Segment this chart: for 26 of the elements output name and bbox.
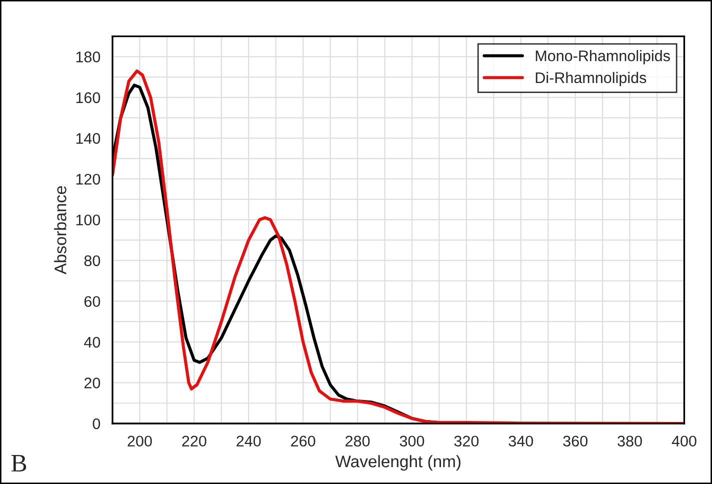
y-tick-label: 100	[76, 214, 100, 226]
y-tick-label: 160	[76, 92, 100, 104]
x-tick-label: 260	[291, 436, 316, 447]
y-tick-label: 40	[84, 336, 100, 348]
y-tick-label: 0	[92, 418, 100, 430]
x-tick-label: 320	[454, 436, 479, 447]
y-tick-label: 180	[76, 52, 100, 62]
y-tick-label: 80	[84, 255, 100, 266]
y-axis-title: Absorbance	[54, 186, 66, 274]
x-tick-label: 240	[236, 436, 261, 447]
x-axis-title: Wavelenght (nm)	[335, 455, 460, 471]
legend-label: Mono-Rhamnolipids	[536, 50, 670, 64]
x-tick-label: 400	[672, 436, 696, 447]
x-tick-label: 280	[346, 436, 370, 447]
x-tick-label: 340	[508, 436, 534, 447]
x-tick-label: 360	[563, 436, 588, 447]
text: B	[11, 455, 26, 472]
x-tick-label: 300	[400, 436, 424, 447]
x-tick-label: 200	[128, 436, 152, 447]
y-tick-label: 140	[76, 133, 100, 144]
legend-label: Di-Rhamnolipids	[536, 72, 646, 86]
x-tick-label: 220	[182, 436, 206, 447]
x-tick-label: 380	[618, 436, 642, 447]
y-tick-label: 60	[84, 296, 100, 307]
y-tick-label: 20	[84, 378, 100, 388]
y-tick-label: 120	[76, 174, 100, 185]
